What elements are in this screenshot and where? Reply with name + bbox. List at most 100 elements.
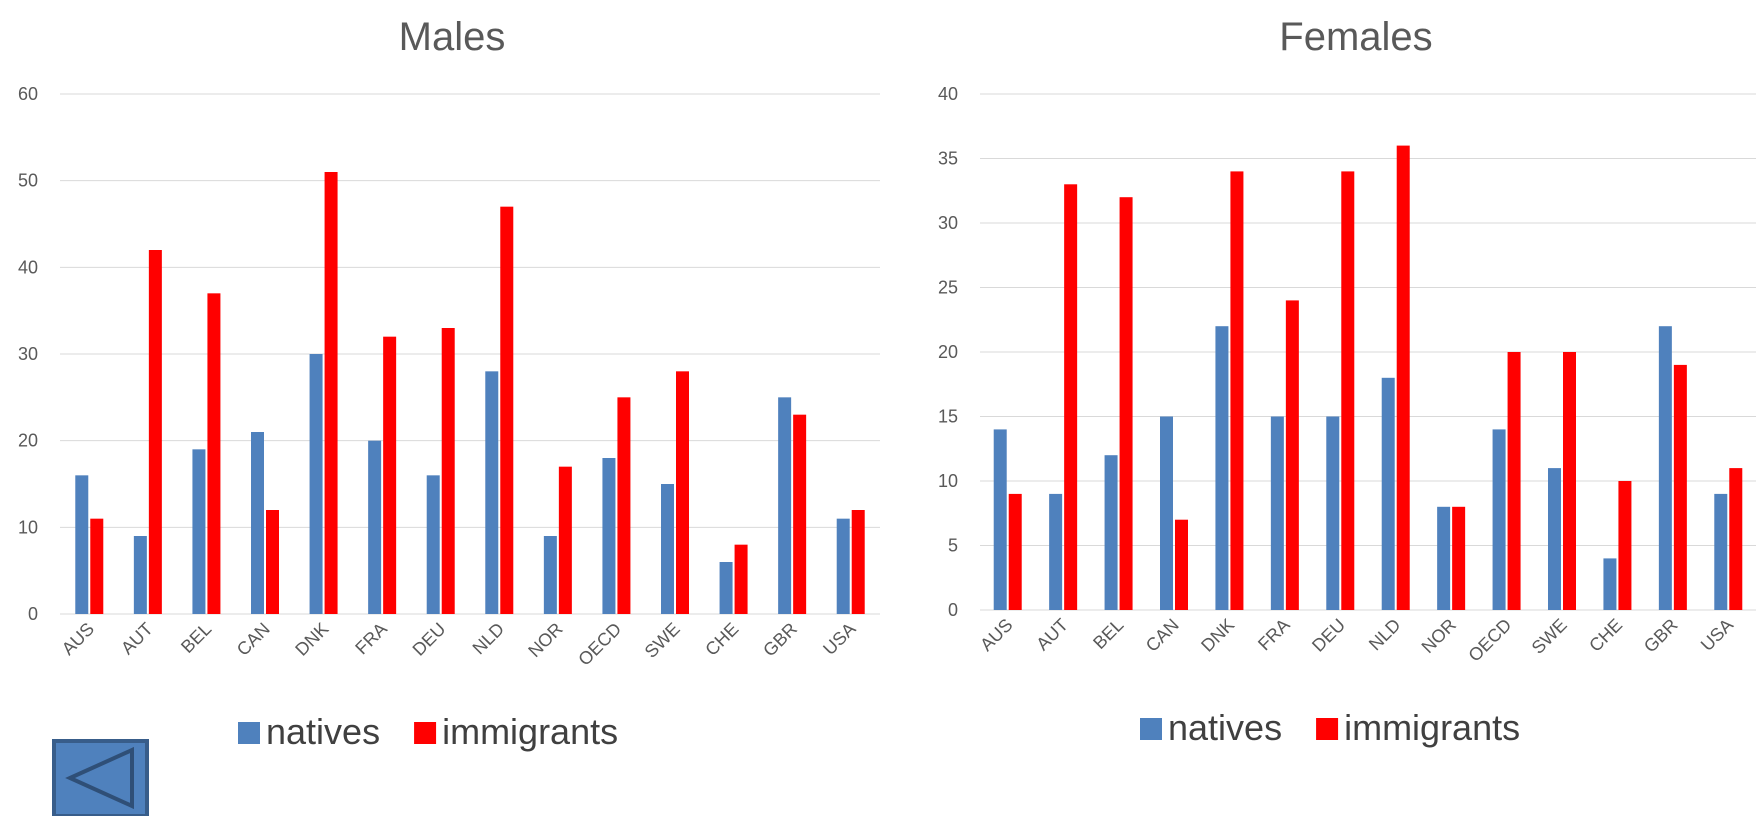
y-tick-label: 0 [948,600,958,620]
bar-immigrants-nld [1396,145,1410,610]
y-tick-label: 30 [938,213,958,233]
bar-immigrants-che [1618,481,1632,610]
bar-immigrants-bel [1119,197,1133,610]
bar-natives-che [1603,558,1617,610]
x-tick-label: DEU [409,619,450,660]
y-tick-label: 20 [938,342,958,362]
bar-natives-che [719,562,733,614]
bar-natives-nor [543,536,557,614]
x-tick-label: BEL [177,619,215,657]
x-tick-label: AUS [58,619,98,659]
legend-swatch-natives [1140,718,1162,740]
x-tick-label: NLD [469,619,509,659]
y-tick-label: 40 [18,257,38,277]
males-chart: Males 0 10 20 30 40 50 60 AUS AUT BEL CAN DNK FRA DEU N… [18,15,880,752]
x-tick-label: AUT [1032,615,1072,655]
bar-immigrants-oecd [1507,352,1521,610]
bar-immigrants-deu [441,328,455,614]
x-tick-label: CAN [1142,615,1183,656]
y-tick-label: 10 [18,517,38,537]
x-tick-label: NLD [1365,615,1405,655]
x-tick-label: BEL [1089,615,1127,653]
back-button[interactable] [52,739,149,818]
x-tick-label: SWE [641,619,684,662]
bar-natives-usa [1714,493,1728,610]
females-chart: Females 0 5 10 15 20 25 30 35 40 AUS AUT BEL CAN DNK FR… [938,15,1756,748]
legend-swatch-natives [238,722,260,744]
y-tick-label: 25 [938,278,958,298]
bar-natives-dnk [1215,326,1229,610]
bar-natives-nld [1381,377,1395,610]
x-tick-label: NOR [524,619,566,661]
bar-natives-bel [1104,455,1118,610]
bar-immigrants-aus [1008,493,1022,610]
bar-natives-fra [368,440,382,614]
y-tick-label: 15 [938,407,958,427]
chart-title: Females [1279,15,1432,59]
bar-immigrants-aus [90,518,104,614]
x-tick-label: CHE [701,619,742,660]
legend-label-natives: natives [266,711,380,752]
bar-immigrants-fra [383,336,397,614]
bar-immigrants-gbr [1673,364,1687,610]
x-tick-label: FRA [351,619,391,659]
bar-natives-oecd [1492,429,1506,610]
chart-title: Males [399,15,506,59]
bar-natives-gbr [778,397,792,614]
legend-label-natives: natives [1168,707,1282,748]
bar-immigrants-can [1175,519,1188,610]
bar-natives-usa [836,518,850,614]
x-tick-label: CAN [233,619,274,660]
y-tick-label: 50 [18,171,38,191]
x-tick-label: OECD [1464,615,1515,666]
bar-natives-deu [1326,416,1340,610]
bar-natives-can [251,432,264,614]
bar-natives-bel [192,449,206,614]
bar-immigrants-can [266,510,279,614]
bar-immigrants-bel [207,293,221,614]
bar-immigrants-usa [851,510,865,614]
y-tick-label: 40 [938,84,958,104]
x-tick-label: OECD [574,619,625,670]
bar-immigrants-swe [1563,352,1576,610]
bar-immigrants-aut [1064,184,1078,611]
legend-swatch-immigrants [414,722,437,744]
bar-natives-aut [1049,493,1063,610]
bar-immigrants-deu [1341,171,1355,610]
bar-immigrants-che [734,544,748,614]
x-tick-label: USA [819,619,859,659]
bar-immigrants-nor [558,466,572,614]
bar-natives-oecd [602,458,616,614]
x-tick-label: NOR [1418,615,1460,657]
x-tick-label: GBR [759,619,801,661]
x-tick-label: AUS [976,615,1016,655]
x-tick-label: AUT [117,619,157,659]
bar-natives-swe [1548,468,1561,610]
bar-natives-swe [661,484,674,614]
bar-immigrants-fra [1285,300,1299,610]
y-tick-label: 5 [948,536,958,556]
bar-natives-aus [75,475,89,614]
back-arrow-icon [65,746,134,810]
y-tick-label: 10 [938,471,958,491]
bar-immigrants-aut [148,250,162,614]
bar-natives-aus [993,429,1007,610]
x-tick-label: SWE [1528,615,1571,658]
bar-immigrants-usa [1729,468,1743,610]
x-tick-label: USA [1697,615,1737,655]
x-tick-label: DNK [1197,615,1238,656]
y-tick-label: 35 [938,149,958,169]
y-tick-label: 60 [18,84,38,104]
bar-natives-gbr [1658,326,1672,610]
bar-natives-aut [133,536,147,614]
y-tick-label: 20 [18,431,38,451]
bar-immigrants-dnk [1230,171,1244,610]
bar-immigrants-dnk [324,172,338,614]
bar-immigrants-nld [500,206,514,614]
bar-natives-nor [1437,506,1451,610]
bar-natives-fra [1270,416,1284,610]
bar-immigrants-swe [676,371,689,614]
bar-immigrants-gbr [793,414,807,614]
y-tick-label: 0 [28,604,38,624]
